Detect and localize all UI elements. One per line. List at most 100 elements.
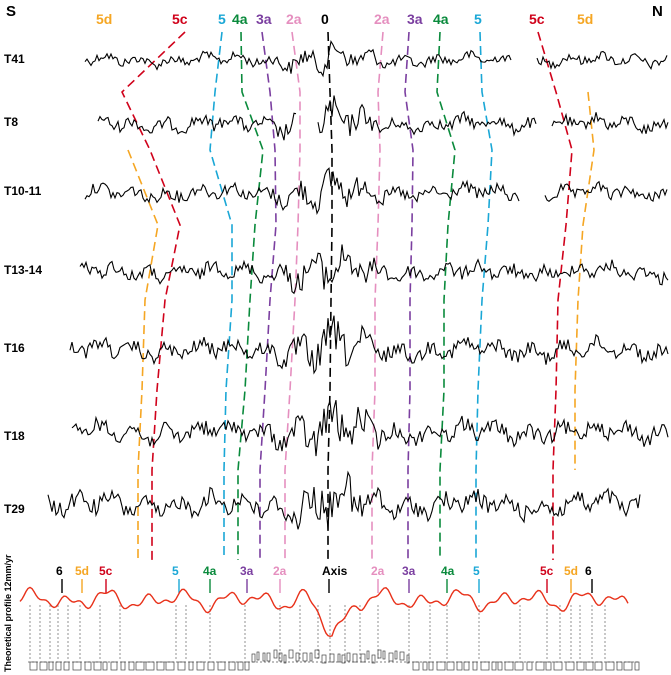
top-label-5-left: 5 <box>218 11 226 27</box>
theo-label-6-right: 6 <box>585 564 592 578</box>
magnetic-block <box>145 661 155 671</box>
magnetic-block <box>329 653 335 663</box>
magnetic-block <box>399 651 405 661</box>
top-label-3a-right: 3a <box>407 11 423 27</box>
theo-label-5d-right: 5d <box>564 564 578 578</box>
magnetic-block <box>84 661 92 671</box>
top-label-4a-right: 4a <box>433 11 449 27</box>
magnetic-block <box>244 661 250 671</box>
magnetic-block <box>128 661 135 671</box>
correlation-line-5-left <box>209 31 233 560</box>
top-label-axis: 0 <box>321 11 329 27</box>
magnetic-block <box>102 661 108 671</box>
magnetic-block <box>514 661 524 671</box>
magnetic-block <box>341 654 346 664</box>
profile-trace-t41-1 <box>536 50 668 70</box>
magnetic-block <box>526 661 533 671</box>
magnetic-block <box>472 661 478 671</box>
theoretical-curve-line <box>19 586 629 638</box>
magnetic-block <box>491 661 497 671</box>
correlation-line-5c-right <box>537 31 573 560</box>
profile-trace-t16 <box>69 315 669 375</box>
magnetic-block <box>237 661 244 671</box>
magnetic-block <box>360 653 366 663</box>
magnetic-block <box>251 653 256 663</box>
theoretical-labels: 6 5d 5c 5 4a 3a 2a Axis 2a 3a 4a 5 5c 5d… <box>56 564 592 578</box>
magnetic-block <box>55 661 62 671</box>
theoretical-block-model <box>28 649 640 671</box>
profile-label-t18: T18 <box>4 429 25 443</box>
profile-label-t8: T8 <box>4 115 18 129</box>
magnetic-block <box>480 661 490 671</box>
profile-trace-t41 <box>84 40 512 78</box>
magnetic-block <box>321 654 327 664</box>
magnetic-block <box>406 654 410 664</box>
theo-label-5c-right: 5c <box>540 564 554 578</box>
profile-label-t16: T16 <box>4 341 25 355</box>
magnetic-block <box>428 661 434 671</box>
theo-label-5c-left: 5c <box>99 564 113 578</box>
magnetic-block <box>594 661 603 671</box>
magnetic-block <box>156 661 165 671</box>
magnetic-block <box>266 652 271 662</box>
theo-label-5-right: 5 <box>473 564 480 578</box>
magnetic-block <box>605 661 615 671</box>
theoretical-profile-curve <box>19 586 629 638</box>
magnetic-block <box>135 661 145 671</box>
magnetic-block <box>295 652 300 662</box>
correlation-lines <box>121 31 595 560</box>
top-label-3a-left: 3a <box>256 11 272 27</box>
profile-labels: T41 T8 T10-11 T13-14 T16 T18 T29 <box>4 52 42 516</box>
magnetic-block <box>302 652 308 662</box>
magnetic-block <box>623 661 633 671</box>
magnetic-block <box>388 652 394 662</box>
magnetic-block <box>110 661 118 671</box>
theoretical-drop-lines <box>29 605 606 660</box>
magnetic-block <box>565 661 575 671</box>
magnetic-block <box>553 661 563 671</box>
theoretical-axis-label: Theoretical profile 12mm/yr <box>3 554 13 672</box>
correlation-line-3a-left <box>259 31 277 560</box>
magnetic-block <box>337 653 341 663</box>
magnetic-block <box>256 651 260 661</box>
top-label-5d-right: 5d <box>577 11 593 27</box>
profile-trace-t29 <box>47 470 641 530</box>
magnetic-block <box>39 661 48 671</box>
magnetic-block <box>314 649 320 659</box>
profile-trace-t10-11 <box>84 167 520 216</box>
correlation-line-2a-left <box>284 31 301 560</box>
magnetic-block <box>228 661 236 671</box>
theo-label-6-left: 6 <box>56 564 63 578</box>
magnetic-profile-traces <box>47 40 669 530</box>
magnetic-block <box>278 652 283 662</box>
magnetic-block <box>165 661 175 671</box>
magnetic-block <box>634 661 640 671</box>
correlation-line-5d-left <box>127 149 159 560</box>
magnetic-block <box>273 649 278 659</box>
top-label-5c-left: 5c <box>172 11 188 27</box>
profile-trace-t8 <box>97 112 297 141</box>
correlation-line-5c-left <box>121 31 186 560</box>
magnetic-block <box>217 661 226 671</box>
correlation-line-5-right <box>475 31 493 560</box>
magnetic-block <box>456 661 463 671</box>
magnetic-block <box>576 661 585 671</box>
magnetic-block <box>63 661 70 671</box>
magnetic-block <box>463 661 470 671</box>
theo-label-5d-left: 5d <box>75 564 89 578</box>
magnetic-block <box>504 661 514 671</box>
magnetic-block <box>497 661 503 671</box>
top-label-2a-left: 2a <box>286 11 302 27</box>
correlation-line-4a-left <box>237 31 264 560</box>
south-label: S <box>6 3 16 20</box>
profile-trace-t8-1 <box>317 95 537 137</box>
magnetic-block <box>120 661 126 671</box>
magnetic-block <box>93 661 102 671</box>
theo-label-4a-right: 4a <box>441 564 455 578</box>
magnetic-block <box>207 661 215 671</box>
theoretical-label-ticks <box>61 579 593 593</box>
profile-label-t10-11: T10-11 <box>4 184 42 198</box>
theo-label-3a-left: 3a <box>240 564 254 578</box>
magnetic-block <box>188 661 194 671</box>
